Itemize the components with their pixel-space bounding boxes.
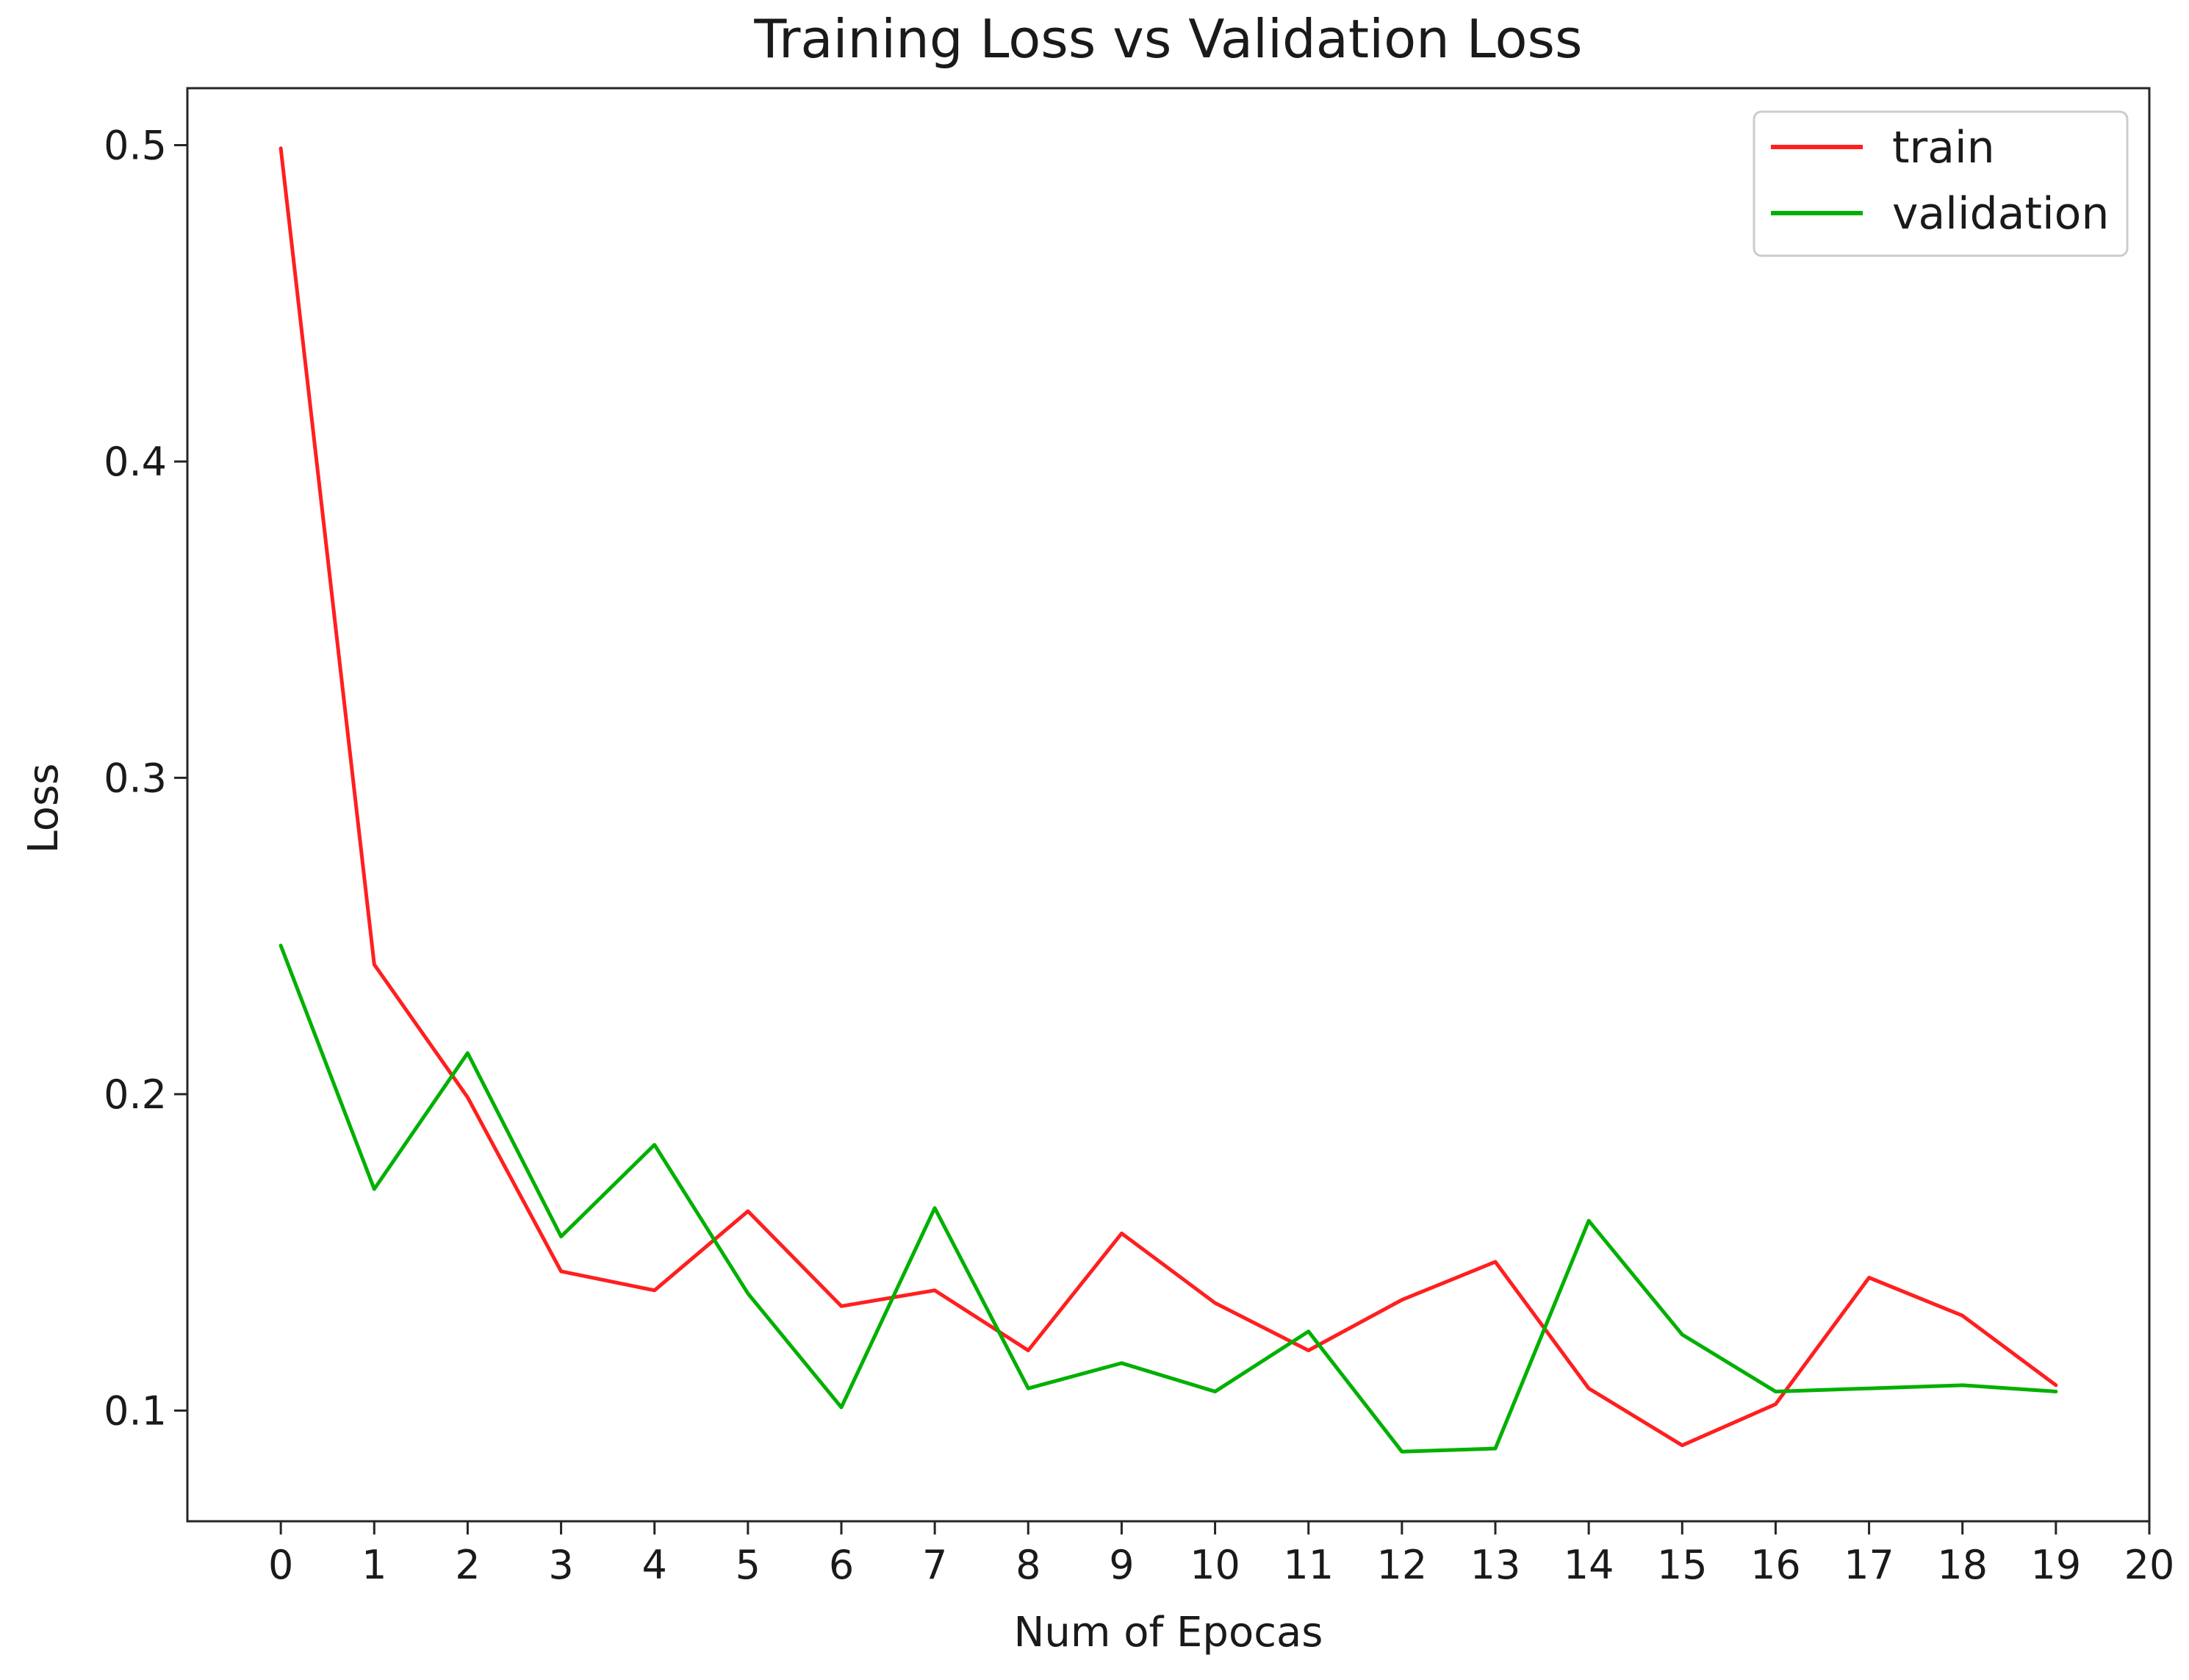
legend: train validation — [1753, 110, 2129, 257]
x-tick-label: 20 — [2124, 1542, 2175, 1588]
x-tick-label: 2 — [455, 1542, 480, 1588]
legend-label-train: train — [1892, 122, 1995, 173]
series-line-train — [278, 146, 2058, 1448]
x-tick-label: 6 — [829, 1542, 854, 1588]
series-line-validation — [278, 944, 2058, 1454]
x-tick-label: 10 — [1190, 1542, 1240, 1588]
y-axis-label: Loss — [20, 764, 68, 854]
x-tick-label: 16 — [1750, 1542, 1801, 1588]
x-axis: 0 1 2 3 4 5 6 7 8 9 10 11 12 13 14 15 16 17 18 19 20 — [268, 1521, 2174, 1588]
x-tick-label: 9 — [1109, 1542, 1134, 1588]
x-tick-label: 3 — [548, 1542, 573, 1588]
x-tick-label: 12 — [1376, 1542, 1427, 1588]
x-tick-label: 15 — [1657, 1542, 1708, 1588]
y-tick-label: 0.5 — [104, 122, 167, 168]
y-tick-label: 0.2 — [104, 1071, 167, 1118]
plot-area — [278, 146, 2058, 1454]
y-tick-label: 0.4 — [104, 439, 167, 485]
y-tick-label: 0.3 — [104, 755, 167, 801]
x-tick-label: 0 — [268, 1542, 293, 1588]
x-tick-label: 11 — [1283, 1542, 1334, 1588]
x-tick-label: 13 — [1470, 1542, 1521, 1588]
x-tick-label: 4 — [642, 1542, 667, 1588]
x-tick-label: 5 — [736, 1542, 761, 1588]
y-axis: 0.1 0.2 0.3 0.4 0.5 — [104, 122, 187, 1434]
x-axis-label: Num of Epocas — [1014, 1609, 1323, 1656]
chart-title: Training Loss vs Validation Loss — [753, 8, 1582, 70]
x-tick-label: 7 — [922, 1542, 947, 1588]
x-tick-label: 18 — [1937, 1542, 1988, 1588]
x-tick-label: 19 — [2030, 1542, 2081, 1588]
x-tick-label: 17 — [1844, 1542, 1894, 1588]
x-tick-label: 8 — [1016, 1542, 1040, 1588]
plot-frame — [186, 87, 2151, 1523]
y-tick-label: 0.1 — [104, 1388, 167, 1434]
legend-label-validation: validation — [1892, 188, 2109, 240]
x-tick-label: 14 — [1564, 1542, 1614, 1588]
x-tick-label: 1 — [362, 1542, 387, 1588]
